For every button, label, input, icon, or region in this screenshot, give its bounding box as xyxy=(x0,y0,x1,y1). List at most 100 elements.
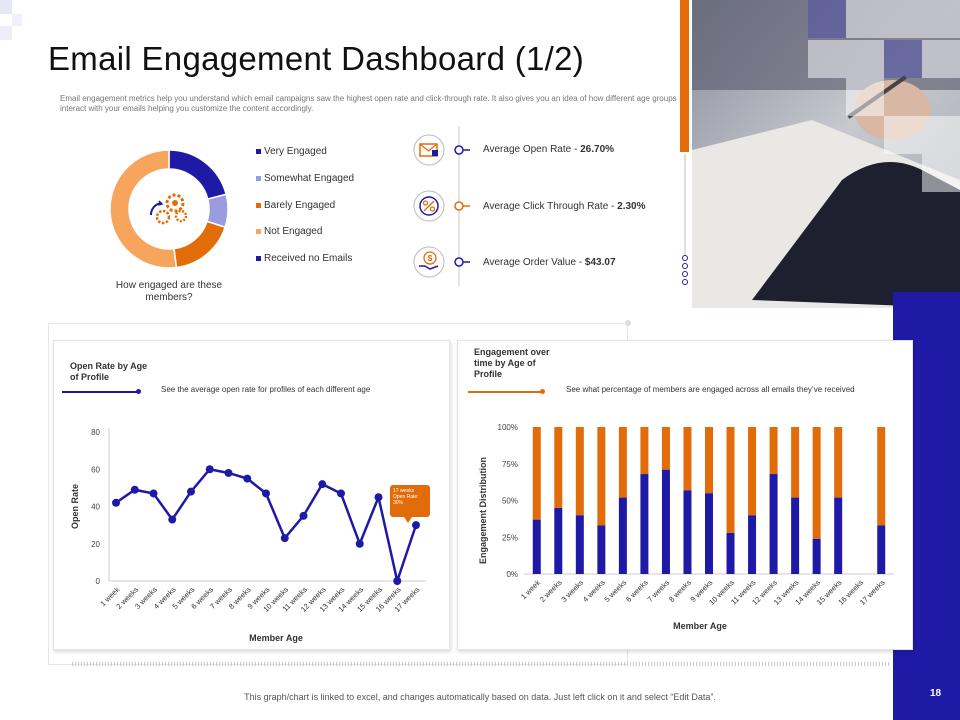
data-point xyxy=(355,539,364,548)
bar-segment xyxy=(554,507,563,574)
x-tick-label: 3 weeks xyxy=(559,578,585,604)
bar-segment xyxy=(748,427,757,516)
bar-segment xyxy=(575,515,584,574)
bar-segment xyxy=(705,427,713,494)
panel-description: See the average open rate for profiles o… xyxy=(161,385,371,394)
legend-item: Received no Emails xyxy=(256,253,352,264)
data-point xyxy=(205,465,214,474)
engagement-stacked-bar-chart: 0% 25% 50% 75% 100% Engagement Distribution Me… xyxy=(478,423,894,631)
y-axis-title: Open Rate xyxy=(70,484,80,529)
data-point xyxy=(149,489,158,498)
kpi-click-through-rate: Average Click Through Rate - 2.30% xyxy=(483,201,646,212)
bar-segment xyxy=(597,525,606,574)
data-point xyxy=(412,521,420,530)
underline-dot xyxy=(136,389,141,394)
bar-segment xyxy=(834,497,843,574)
gears-icon xyxy=(149,193,188,225)
data-point xyxy=(224,468,233,477)
legend-swatch xyxy=(256,229,261,234)
photo-illustration xyxy=(692,0,960,308)
data-point xyxy=(318,480,327,489)
donut-slice xyxy=(109,149,178,269)
data-point xyxy=(130,485,139,494)
callout-text: 17 weeks Open Rate: 30% xyxy=(393,488,419,506)
callout-pointer xyxy=(404,517,412,523)
legend-label: Not Engaged xyxy=(264,226,323,237)
data-point xyxy=(112,498,120,507)
legend-item: Very Engaged xyxy=(256,146,327,157)
panel-title: Open Rate by Age of Profile xyxy=(70,361,148,382)
page-title: Email Engagement Dashboard (1/2) xyxy=(48,40,585,77)
y-tick-label: 0 xyxy=(96,577,101,586)
bar-segment xyxy=(554,427,563,508)
kpi-value: $43.07 xyxy=(584,257,616,268)
data-point xyxy=(168,515,177,524)
bar-segment xyxy=(661,427,670,470)
bar-segment xyxy=(726,532,735,574)
legend-swatch xyxy=(256,203,261,208)
x-tick-label: 8 weeks xyxy=(667,578,693,604)
x-tick-label: 5 weeks xyxy=(602,578,628,604)
panel-description: See what percentage of members are engag… xyxy=(566,385,855,394)
bar-segment xyxy=(877,427,886,526)
engagement-panel: Engagement over time by Age of Profile S… xyxy=(457,340,913,650)
bar-segment xyxy=(640,427,649,475)
legend-label: Somewhat Engaged xyxy=(264,173,355,184)
kpi-label: Average Open Rate xyxy=(483,144,572,155)
bar-segment xyxy=(683,427,692,491)
chart-callout: 17 weeks Open Rate: 30% xyxy=(390,485,430,517)
decor-square xyxy=(0,0,12,14)
accent-bar xyxy=(680,0,689,152)
bar-segment xyxy=(532,427,541,520)
bar-segment xyxy=(532,519,541,574)
kpi-label: Average Click Through Rate xyxy=(483,201,609,212)
y-tick-label: 80 xyxy=(91,428,100,437)
data-point xyxy=(262,489,270,498)
kpi-order-value: Average Order Value - $43.07 xyxy=(483,257,616,268)
x-tick-label: 6 weeks xyxy=(624,578,650,604)
y-tick-label: 50% xyxy=(502,497,518,506)
series-line xyxy=(115,467,418,586)
percent-icon xyxy=(413,190,445,222)
y-tick-label: 0% xyxy=(506,570,518,579)
legend-label: Received no Emails xyxy=(264,253,353,264)
y-tick-label: 40 xyxy=(91,503,100,512)
bar-segment xyxy=(597,427,606,526)
business-photo xyxy=(692,0,960,308)
bar-segment xyxy=(877,525,886,574)
x-tick-label: 7 weeks xyxy=(646,578,672,604)
data-point xyxy=(187,487,195,496)
y-axis-title: Engagement Distribution xyxy=(478,457,488,564)
title-underline xyxy=(468,391,542,393)
title-underline xyxy=(62,391,138,393)
bar-segment xyxy=(791,427,800,498)
dotted-divider xyxy=(72,662,890,666)
data-point xyxy=(393,577,402,585)
bar-segment xyxy=(618,427,627,498)
y-tick-label: 100% xyxy=(498,423,518,432)
y-tick-label: 20 xyxy=(91,540,100,549)
legend-swatch xyxy=(256,149,261,154)
svg-text:$: $ xyxy=(428,254,433,263)
y-tick-label: 25% xyxy=(502,533,518,542)
footer-note: This graph/chart is linked to excel, and… xyxy=(244,692,716,702)
bar-segment xyxy=(769,427,778,475)
legend-item: Not Engaged xyxy=(256,226,322,237)
bar-segment xyxy=(812,427,821,539)
x-axis-title: Member Age xyxy=(249,633,303,643)
engagement-donut xyxy=(109,149,229,269)
bar-segment xyxy=(769,474,778,574)
data-point xyxy=(280,534,289,543)
underline-dot xyxy=(540,389,545,394)
bar-segment xyxy=(726,427,735,533)
open-rate-panel: Open Rate by Age of Profile See the aver… xyxy=(53,340,450,650)
page-number: 18 xyxy=(930,688,942,699)
data-point xyxy=(243,474,252,483)
data-point xyxy=(299,511,308,520)
legend-swatch xyxy=(256,176,261,181)
bar-segment xyxy=(748,515,757,574)
data-point xyxy=(374,493,383,502)
kpi-value: 26.70% xyxy=(580,144,615,155)
kpi-graphic: $ xyxy=(413,126,688,286)
